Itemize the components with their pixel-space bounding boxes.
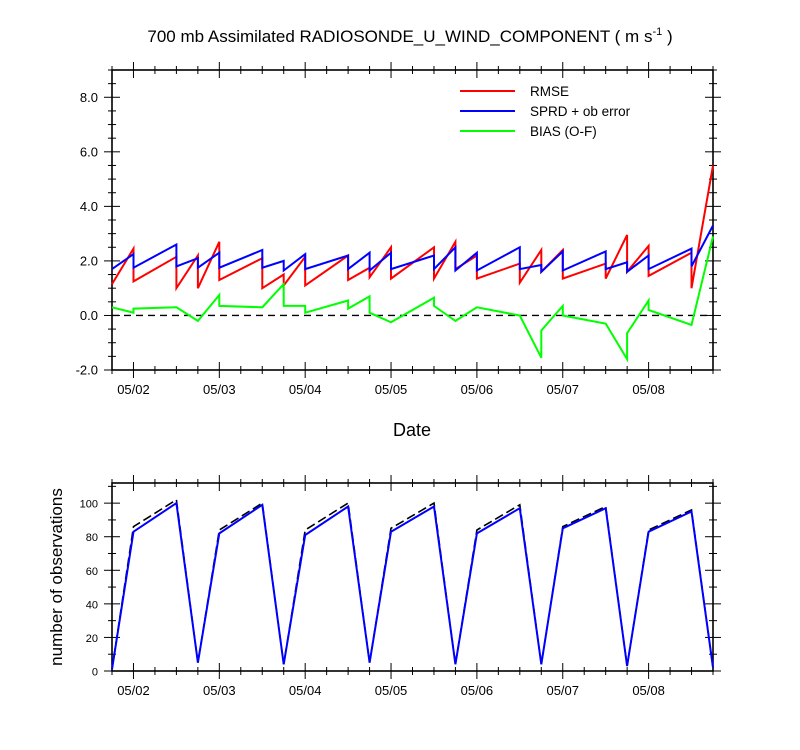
- x-tick-label: 05/08: [632, 683, 665, 698]
- chart-title: 700 mb Assimilated RADIOSONDE_U_WIND_COM…: [147, 26, 672, 46]
- y-tick-label: 20: [86, 633, 98, 645]
- x-tick-label: 05/05: [375, 683, 408, 698]
- series-line-dashed-0: [111, 498, 714, 670]
- bottom-chart: 05/02 05/03 05/04 05/05 05/06 05/07 05/08 0 20 40…: [80, 475, 721, 698]
- x-tick-label: 05/08: [632, 382, 665, 397]
- x-tick-label: 05/02: [117, 382, 150, 397]
- x-tick-label: 05/04: [289, 683, 322, 698]
- y-tick-label: 0.0: [80, 308, 98, 323]
- series-line-bias-o-f: [111, 236, 714, 363]
- x-tick-label: 05/05: [375, 382, 408, 397]
- x-tick-label: 05/06: [461, 382, 494, 397]
- legend-label: SPRD + ob error: [530, 104, 631, 119]
- y-tick-label: 2.0: [80, 253, 98, 268]
- x-tick-label: 05/07: [546, 382, 579, 397]
- y-tick-label: 60: [86, 566, 98, 578]
- legend-label: RMSE: [530, 84, 569, 99]
- y-tick-label: 0: [92, 667, 98, 679]
- x-tick-label: 05/06: [461, 683, 494, 698]
- y-tick-label: 8.0: [80, 90, 98, 105]
- series-line-rmse: [111, 165, 714, 292]
- y-tick-label: 4.0: [80, 199, 98, 214]
- y-tick-label: 100: [80, 499, 98, 511]
- top-chart: 05/02 05/03 05/04 05/05 05/06 05/07 05/08 -2.0 0…: [76, 62, 721, 397]
- legend-label: BIAS (O-F): [530, 124, 597, 139]
- x-tick-label: 05/03: [203, 382, 236, 397]
- series-line-solid-1: [111, 501, 714, 670]
- y-tick-label: 40: [86, 599, 98, 611]
- y-axis-label-observations: number of observations: [47, 488, 66, 666]
- x-tick-label: 05/02: [117, 683, 150, 698]
- y-tick-label: 6.0: [80, 144, 98, 159]
- y-tick-label: 80: [86, 532, 98, 544]
- x-axis-label: Date: [393, 420, 431, 440]
- x-tick-label: 05/07: [546, 683, 579, 698]
- x-tick-label: 05/03: [203, 683, 236, 698]
- series-line-sprd-ob-error: [111, 225, 714, 275]
- y-tick-label: -2.0: [76, 363, 98, 378]
- x-tick-label: 05/04: [289, 382, 322, 397]
